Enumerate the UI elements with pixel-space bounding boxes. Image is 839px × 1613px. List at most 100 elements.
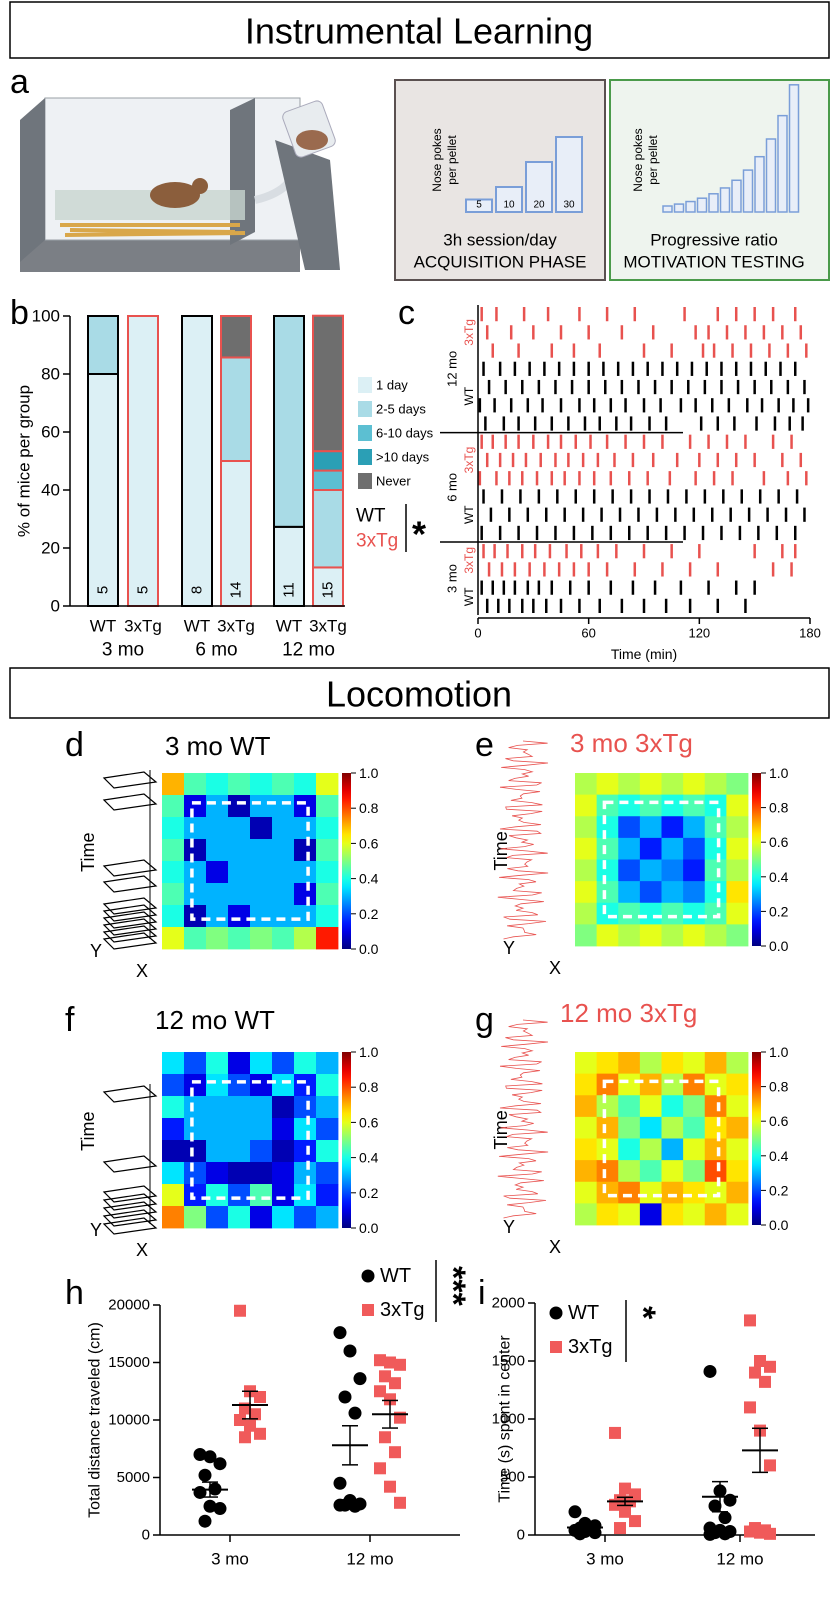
heatmap-cell [206,839,229,862]
time-label: Time [78,833,98,872]
heatmap-cell [228,1118,251,1141]
colorbar-tick-label: 0.4 [359,1150,379,1166]
heatmap-cell [294,1118,317,1141]
section-title: Locomotion [326,674,512,715]
heatmap-cell [184,1162,207,1185]
heatmap-cell [162,927,185,950]
heatmap-cell [294,1206,317,1229]
heatmap-cell [661,794,684,817]
heatmap-cell [228,1140,251,1163]
protocol-bar [525,161,553,213]
heatmap-cell [726,773,749,796]
heatmap-cell [683,1138,706,1161]
group-label: 12 mo [282,640,335,661]
heatmap-cell [575,794,598,817]
heatmap-cell [661,1138,684,1161]
significance-mark: * [624,1306,662,1320]
significance-mark: * [412,514,426,555]
heatmap-cell [316,1206,339,1229]
n-label: 5 [95,586,112,594]
heatmap-cell [596,1116,619,1139]
heatmap-cell [184,861,207,884]
x-tick-label: WT [90,617,116,636]
colorbar [752,773,761,946]
panel-letter: g [475,1001,494,1039]
data-point [744,1525,756,1538]
heatmap-cell [596,859,619,882]
data-point [374,1385,386,1398]
heatmap-cell [272,927,295,950]
heatmap-cell [726,1052,749,1075]
heatmap-cell [316,905,339,928]
heatmap-cell [250,1052,273,1075]
heatmap-cell [575,924,598,947]
legend-marker [361,1269,375,1283]
heatmap-cell [704,1160,727,1183]
heatmap-cell [228,795,251,818]
heatmap-cell [683,1181,706,1204]
heatmap-cell [661,1116,684,1139]
heatmap-cell [618,1181,641,1204]
heatmap-cell [228,839,251,862]
heatmap-cell [683,1116,706,1139]
heatmap-cell [661,1160,684,1183]
heatmap-cell [184,1184,207,1207]
trajectory-sketch [102,1085,158,1103]
heatmap-cell [683,1203,706,1226]
data-point [384,1393,396,1406]
heatmap-cell [661,902,684,925]
heatmap-cell [661,1203,684,1226]
heatmap-cell [683,816,706,839]
heatmap-cell [575,1095,598,1118]
heatmap-cell [294,817,317,840]
heatmap-cell [184,927,207,950]
protocol-bar-label: 20 [533,200,545,211]
heatmap-cell [596,1181,619,1204]
data-point [254,1427,266,1440]
heatmap-cell [294,773,317,796]
heatmap-cell [639,773,662,796]
heatmap-cell [575,816,598,839]
heatmap-cell [162,1140,185,1163]
protocol-caption: ACQUISITION PHASE [414,253,587,272]
legend-marker [550,1341,562,1353]
row-label: 3xTg [462,319,476,346]
trajectory-sketch [102,897,158,915]
heatmap-cell [683,837,706,860]
heatmap-cell [228,817,251,840]
heatmap-cell [575,1073,598,1096]
heatmap-cell [683,794,706,817]
row-label: WT [462,587,476,606]
x-tick-label: 3 mo [586,1550,624,1569]
data-point [703,1527,717,1541]
heatmap-cell [294,1052,317,1075]
heatmap-cell [184,905,207,928]
heatmap-cell [575,1160,598,1183]
bar-segment [220,356,252,462]
heatmap-cell [272,861,295,884]
data-point [619,1505,631,1518]
heatmap-cell [704,837,727,860]
x-tick-label: 12 mo [346,1550,393,1569]
heatmap-cell [639,881,662,904]
colorbar-tick-label: 0.8 [769,1079,789,1095]
data-point [198,1468,212,1482]
heatmap-cell [618,773,641,796]
colorbar-tick-label: 0.2 [769,903,789,919]
significance-label: 3xTg [356,531,398,552]
data-point [234,1414,246,1426]
x-label: X [549,1237,561,1257]
heatmap-cell [272,1162,295,1185]
heatmap-cell [294,1140,317,1163]
data-point [389,1446,401,1459]
heatmap-cell [661,859,684,882]
protocol-step [754,155,765,213]
heatmap-cell [639,1073,662,1096]
data-point [343,1344,357,1358]
data-point [718,1527,732,1541]
heatmap-cell [639,816,662,839]
heatmap-cell [228,773,251,796]
trajectory-sketch [102,932,158,950]
heatmap-cell [726,1203,749,1226]
